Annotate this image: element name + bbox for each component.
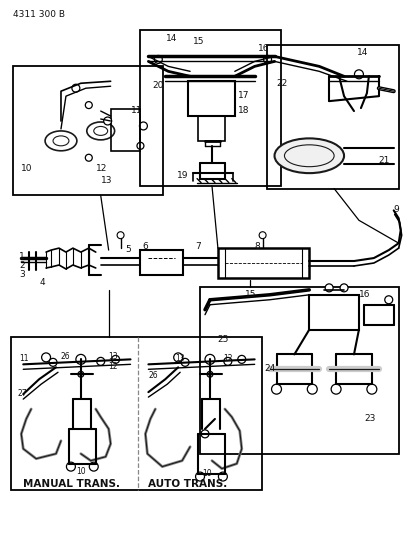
Bar [13, 67, 163, 196]
Circle shape [384, 296, 392, 304]
Text: 13: 13 [108, 352, 118, 361]
Text: 26: 26 [148, 372, 157, 380]
Text: 26: 26 [61, 352, 70, 361]
Bar [198, 116, 224, 141]
Text: 11: 11 [19, 354, 29, 364]
Bar [11, 336, 261, 490]
Text: 16: 16 [358, 290, 370, 299]
Circle shape [97, 358, 104, 365]
Circle shape [218, 472, 227, 481]
Circle shape [307, 384, 317, 394]
Text: 14: 14 [166, 34, 177, 43]
Bar [140, 250, 183, 275]
Text: 13: 13 [175, 354, 184, 364]
Circle shape [49, 358, 57, 366]
Text: 18: 18 [237, 106, 249, 115]
Bar [266, 45, 398, 189]
Circle shape [366, 384, 376, 394]
Text: 6: 6 [142, 242, 148, 251]
Text: 15: 15 [193, 37, 204, 45]
Text: 4: 4 [39, 278, 45, 287]
Text: 22: 22 [276, 79, 287, 88]
Circle shape [237, 356, 245, 364]
Circle shape [85, 154, 92, 161]
Text: 5: 5 [125, 245, 131, 254]
Circle shape [173, 353, 182, 362]
Circle shape [78, 372, 83, 377]
Text: 17: 17 [237, 91, 249, 100]
Circle shape [72, 84, 80, 92]
Bar [200, 287, 398, 454]
Text: 16: 16 [257, 44, 268, 53]
Text: 13: 13 [101, 175, 112, 184]
Bar [217, 248, 308, 278]
Circle shape [330, 384, 340, 394]
Circle shape [41, 353, 50, 362]
Text: 10: 10 [76, 466, 85, 475]
Circle shape [271, 384, 281, 394]
Circle shape [137, 142, 144, 149]
Bar [308, 295, 358, 329]
Circle shape [76, 354, 85, 365]
Text: 20: 20 [152, 81, 163, 90]
Text: 24: 24 [264, 365, 275, 373]
Text: 4311 300 B: 4311 300 B [13, 10, 65, 19]
Text: 8: 8 [254, 242, 260, 251]
Circle shape [223, 358, 231, 365]
Circle shape [154, 55, 162, 63]
Text: 2: 2 [19, 261, 25, 270]
Bar [140, 30, 281, 185]
Text: 21: 21 [378, 156, 389, 165]
Circle shape [263, 55, 271, 63]
Bar [110, 109, 140, 151]
Circle shape [117, 232, 124, 239]
Text: 27: 27 [17, 389, 27, 398]
Text: 19: 19 [177, 171, 188, 180]
Circle shape [181, 358, 189, 366]
Text: MANUAL TRANS.: MANUAL TRANS. [23, 479, 120, 489]
Text: AUTO TRANS.: AUTO TRANS. [148, 479, 227, 489]
Ellipse shape [274, 139, 343, 173]
Circle shape [85, 102, 92, 109]
Text: 14: 14 [356, 49, 367, 58]
Text: 23: 23 [363, 414, 374, 423]
Bar [188, 81, 234, 116]
Circle shape [66, 462, 75, 471]
Circle shape [339, 284, 347, 292]
Circle shape [207, 372, 212, 377]
Circle shape [111, 356, 119, 364]
Text: 11: 11 [130, 106, 142, 115]
Text: 9: 9 [393, 205, 398, 214]
Text: 10: 10 [202, 469, 211, 478]
Text: 12: 12 [96, 164, 107, 173]
Text: 25: 25 [216, 335, 228, 344]
Circle shape [204, 354, 214, 365]
Text: 12: 12 [222, 354, 232, 364]
Text: 1: 1 [19, 252, 25, 261]
Circle shape [324, 284, 333, 292]
Circle shape [139, 122, 147, 130]
Circle shape [103, 117, 111, 125]
Text: 15: 15 [244, 290, 256, 299]
Text: 10: 10 [21, 164, 33, 173]
Circle shape [258, 232, 265, 239]
Circle shape [354, 70, 362, 79]
Circle shape [200, 430, 209, 438]
Circle shape [89, 462, 98, 471]
Text: 12: 12 [108, 362, 118, 372]
Text: 7: 7 [195, 242, 200, 251]
Circle shape [195, 472, 204, 481]
Text: 3: 3 [19, 270, 25, 279]
